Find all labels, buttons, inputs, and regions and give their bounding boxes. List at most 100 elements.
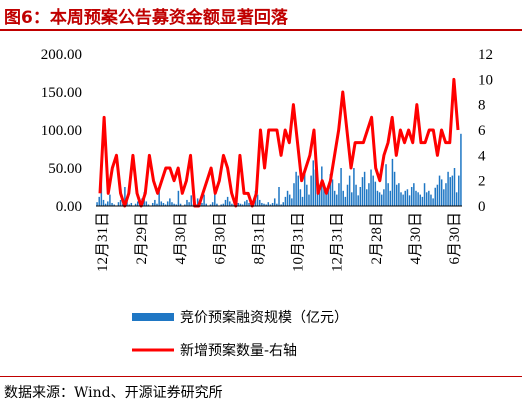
bar-mark — [415, 190, 417, 206]
bar-mark — [145, 201, 148, 206]
bar-mark — [428, 190, 430, 206]
bar-mark — [220, 204, 222, 206]
bar-mark — [162, 202, 165, 206]
bar-mark — [188, 202, 190, 206]
bar-mark — [351, 192, 353, 206]
bar-mark — [312, 160, 314, 206]
bar-mark — [398, 183, 400, 206]
bar-mark — [286, 190, 289, 206]
bar-mark — [119, 199, 122, 206]
bar-mark — [282, 202, 285, 206]
bar-mark — [310, 175, 312, 206]
x-tick-label: 10月31日 — [291, 212, 307, 272]
x-tick-label: 2月28日 — [369, 212, 385, 265]
bar-mark — [291, 198, 293, 206]
bar-mark — [370, 169, 372, 206]
bar-mark — [340, 168, 342, 206]
bar-mark — [374, 181, 377, 206]
bar-mark — [395, 184, 398, 206]
bar-mark — [355, 184, 357, 206]
bar-mark — [366, 189, 368, 206]
bar-mark — [344, 196, 347, 206]
bar-mark — [299, 189, 302, 206]
title-underline — [0, 29, 522, 31]
right-tick-label: 4 — [478, 148, 486, 164]
bar-mark — [303, 171, 306, 206]
bar-mark — [216, 203, 218, 206]
bar-mark — [263, 203, 265, 206]
bar-mark — [205, 203, 207, 206]
bar-mark — [363, 171, 366, 206]
bar-mark — [372, 175, 374, 206]
bar-mark — [231, 203, 233, 206]
right-tick-label: 6 — [478, 123, 486, 139]
left-tick-label: 0.00 — [56, 199, 82, 215]
bar-mark — [154, 199, 156, 206]
bar-mark — [430, 194, 432, 206]
legend-bar-swatch — [132, 313, 174, 321]
right-tick-label: 8 — [478, 98, 486, 114]
bar-mark — [318, 187, 321, 206]
bar-mark — [244, 201, 246, 206]
bar-mark — [284, 196, 287, 206]
bar-mark — [96, 202, 98, 206]
bar-mark — [164, 204, 167, 206]
bar-mark — [368, 183, 370, 206]
bar-mark — [186, 199, 188, 206]
bar-mark — [425, 192, 428, 206]
left-tick-label: 200.00 — [41, 47, 82, 63]
bar-mark — [421, 196, 424, 206]
bar-mark — [136, 201, 139, 206]
bar-mark — [117, 202, 120, 206]
bar-mark — [104, 203, 107, 206]
bar-mark — [128, 204, 130, 206]
bar-mark — [325, 192, 327, 206]
bar-mark — [357, 195, 359, 206]
bar-mark — [402, 194, 404, 206]
bar-mark — [256, 194, 259, 206]
x-tick-label: 8月31日 — [251, 212, 267, 265]
bar-mark — [445, 183, 447, 206]
bar-mark — [323, 183, 325, 206]
bar-mark — [261, 202, 263, 206]
bar-mark — [280, 204, 282, 206]
bar-mark — [226, 196, 229, 206]
source-divider — [0, 376, 522, 377]
bar-mark — [214, 192, 216, 206]
bar-mark — [314, 169, 317, 206]
bar-mark — [173, 203, 175, 206]
right-tick-label: 0 — [478, 199, 486, 215]
left-tick-label: 100.00 — [41, 123, 82, 139]
bar-mark — [160, 201, 163, 206]
bar-mark — [380, 194, 383, 206]
bar-mark — [158, 187, 160, 206]
bar-mark — [453, 168, 456, 206]
bar-mark — [338, 183, 340, 206]
bar-mark — [432, 198, 434, 206]
bar-mark — [273, 198, 276, 206]
x-tick-label: 4月30日 — [173, 212, 189, 265]
bar-mark — [107, 201, 109, 206]
bar-mark — [239, 203, 242, 206]
left-tick-label: 150.00 — [41, 85, 82, 101]
bar-mark — [166, 201, 169, 206]
bar-mark — [447, 171, 449, 206]
bar-mark — [443, 189, 445, 206]
bar-mark — [438, 175, 441, 206]
x-tick-label: 6月30日 — [447, 212, 463, 265]
bar-mark — [130, 202, 133, 206]
bar-mark — [265, 204, 267, 206]
bar-mark — [151, 202, 154, 206]
bar-mark — [391, 158, 394, 206]
bar-mark — [258, 199, 261, 206]
right-tick-label: 2 — [478, 174, 486, 190]
bar-mark — [102, 199, 105, 206]
bar-mark — [410, 187, 413, 206]
line-series — [98, 77, 460, 208]
bar-mark — [406, 189, 409, 206]
bar-mark — [241, 204, 244, 206]
bar-mark — [333, 190, 336, 206]
bar-mark — [329, 174, 332, 206]
bar-mark — [222, 203, 225, 206]
